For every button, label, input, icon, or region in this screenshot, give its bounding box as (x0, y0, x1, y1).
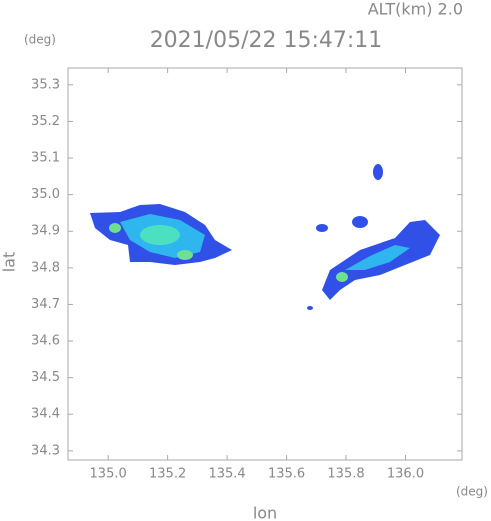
y-tick-label: 35.0 (31, 187, 60, 202)
y-tick-label: 35.1 (31, 151, 60, 166)
y-tick-label: 34.8 (31, 260, 60, 275)
y-tick-label: 35.3 (31, 77, 60, 92)
y-tick-label: 34.5 (31, 370, 60, 385)
echo-region (90, 164, 440, 310)
x-tick-label: 135.8 (327, 467, 364, 482)
x-tick-label: 136.0 (387, 467, 424, 482)
y-tick-label: 34.3 (31, 443, 60, 458)
x-tick-label: 135.6 (268, 467, 305, 482)
plot-frame (67, 67, 463, 461)
y-tick-label: 34.9 (31, 224, 60, 239)
y-tick-label: 34.7 (31, 297, 60, 312)
chart-title: 2021/05/22 15:47:11 (150, 28, 383, 53)
y-unit: (deg) (24, 33, 56, 47)
x-tick-label: 135.0 (90, 467, 127, 482)
y-tick-label: 34.4 (31, 407, 60, 422)
x-tick-label: 135.2 (149, 467, 186, 482)
y-tick-label: 34.6 (31, 334, 60, 349)
x-unit: (deg) (456, 485, 488, 499)
y-tick-label: 35.2 (31, 114, 60, 129)
subtitle: ALT(km) 2.0 (368, 0, 463, 19)
y-axis-label: lat (0, 252, 19, 273)
x-tick-label: 135.4 (208, 467, 245, 482)
x-axis-label: lon (253, 504, 277, 521)
